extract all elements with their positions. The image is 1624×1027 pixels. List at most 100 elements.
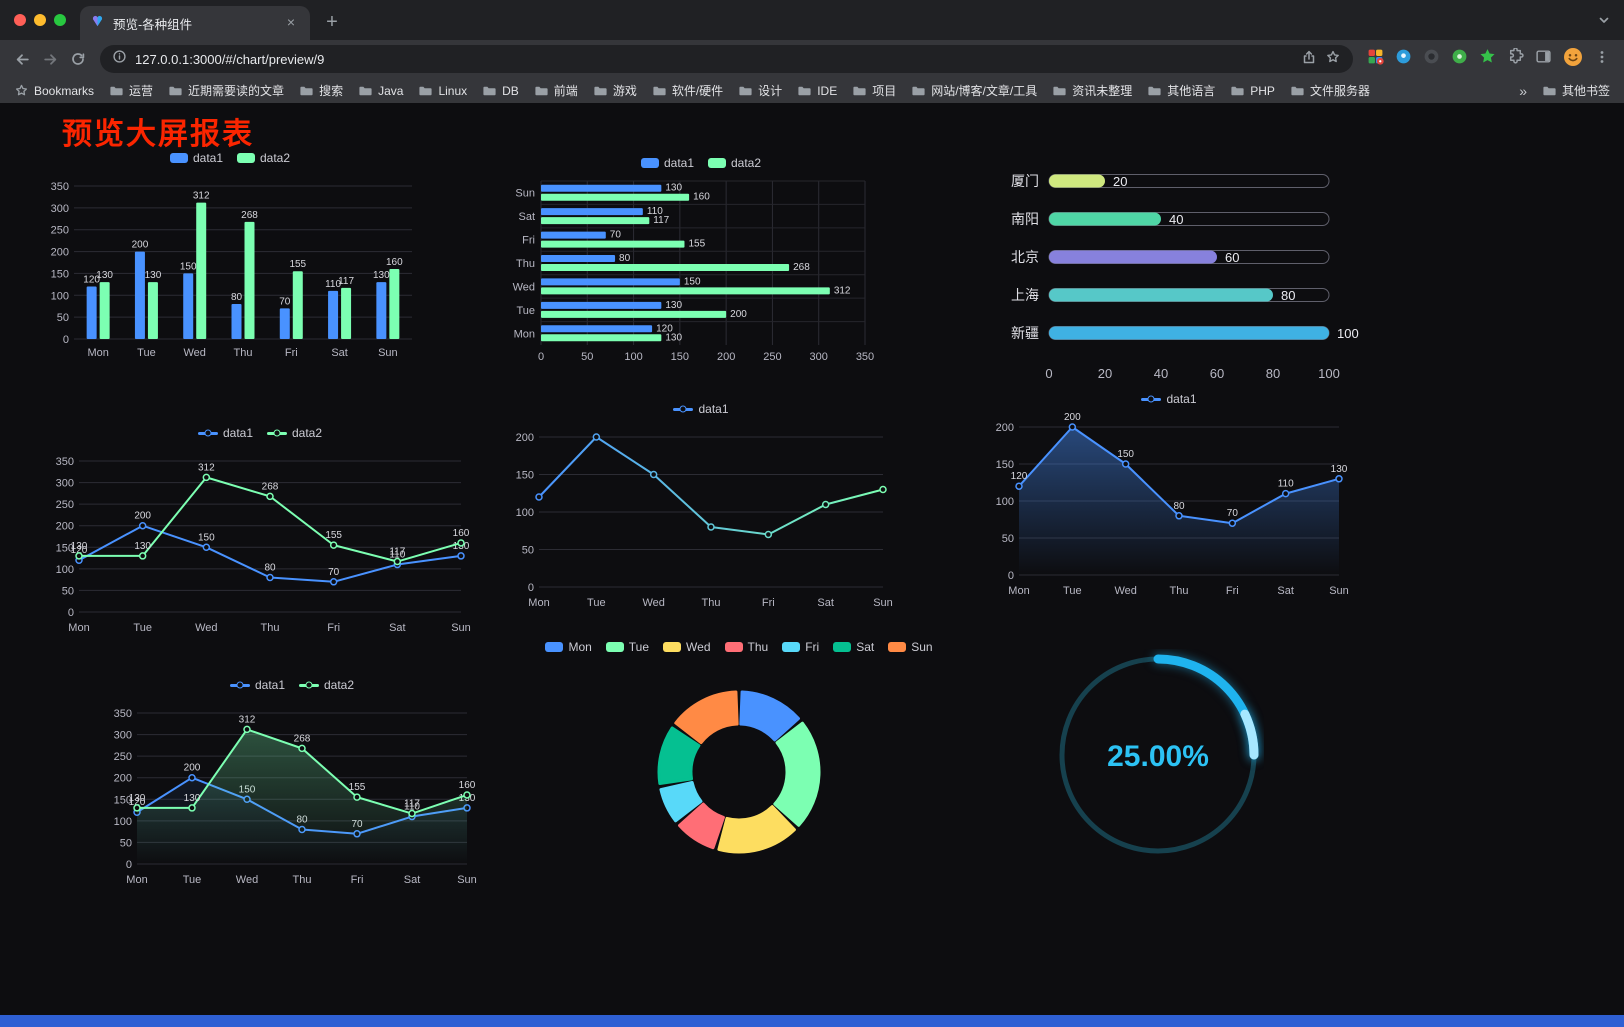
- multi-line-chart: data1 data2 0 50 100 150 200 250 300 350 Mon Tue Wed…: [45, 423, 475, 638]
- bookmark-item[interactable]: 网站/博客/文章/工具: [911, 82, 1037, 99]
- bookmark-item[interactable]: DB: [482, 83, 519, 98]
- legend-item[interactable]: data2: [267, 426, 322, 440]
- profile-avatar[interactable]: [1563, 47, 1583, 72]
- address-bar[interactable]: 127.0.0.1:3000/#/chart/preview/9: [100, 45, 1353, 73]
- legend-item[interactable]: Sun: [888, 640, 933, 654]
- reload-button[interactable]: [64, 45, 92, 73]
- svg-text:150: 150: [684, 276, 701, 287]
- legend-item[interactable]: Mon: [545, 640, 592, 654]
- bookmark-item[interactable]: 设计: [738, 82, 782, 99]
- bookmark-item[interactable]: 游戏: [593, 82, 637, 99]
- side-panel-icon[interactable]: [1535, 48, 1552, 70]
- legend-item[interactable]: data1: [229, 678, 285, 692]
- tab-search-icon[interactable]: [1596, 12, 1612, 33]
- back-button[interactable]: [8, 45, 36, 73]
- bookmark-item[interactable]: 文件服务器: [1290, 82, 1370, 99]
- green-star-extension-icon[interactable]: [1479, 48, 1496, 70]
- browser-toolbar: 127.0.0.1:3000/#/chart/preview/9: [0, 40, 1624, 78]
- extensions-puzzle-icon[interactable]: [1507, 47, 1524, 70]
- svg-text:50: 50: [522, 545, 534, 557]
- browser-tab[interactable]: 预览-各种组件 ×: [80, 6, 310, 40]
- legend-item[interactable]: data1: [640, 156, 694, 170]
- minimize-window-button[interactable]: [34, 14, 46, 26]
- svg-text:Thu: Thu: [261, 622, 280, 634]
- legend-item[interactable]: data2: [708, 156, 761, 170]
- legend-item[interactable]: data2: [237, 151, 290, 165]
- bookmark-item[interactable]: 搜索: [299, 82, 343, 99]
- svg-text:150: 150: [996, 459, 1014, 471]
- svg-text:0: 0: [528, 582, 534, 594]
- bookmark-item[interactable]: 资讯未整理: [1052, 82, 1132, 99]
- svg-text:100: 100: [624, 351, 642, 363]
- svg-text:130: 130: [665, 332, 682, 343]
- svg-text:80: 80: [264, 562, 276, 573]
- svg-text:20: 20: [1098, 366, 1112, 381]
- svg-text:Wed: Wed: [236, 874, 258, 886]
- legend-item[interactable]: data1: [197, 426, 253, 440]
- bookmark-item[interactable]: 其他语言: [1147, 82, 1215, 99]
- blue-drop-extension-icon[interactable]: [1395, 48, 1412, 70]
- tab-close-icon[interactable]: ×: [286, 14, 296, 30]
- bookmark-item[interactable]: 项目: [852, 82, 896, 99]
- svg-text:0: 0: [1045, 366, 1052, 381]
- bookmark-item[interactable]: Linux: [418, 83, 467, 98]
- svg-text:80: 80: [1266, 366, 1280, 381]
- legend-item[interactable]: Thu: [724, 640, 768, 654]
- svg-text:50: 50: [1002, 533, 1014, 545]
- svg-text:Sat: Sat: [817, 597, 834, 609]
- page-title: 预览大屏报表: [62, 118, 254, 151]
- legend-item[interactable]: data1: [1141, 392, 1197, 406]
- bookmarks-overflow-chevron[interactable]: »: [1519, 82, 1527, 99]
- other-bookmarks-folder[interactable]: 其他书签: [1542, 82, 1610, 99]
- svg-text:Fri: Fri: [327, 622, 340, 634]
- bookmark-item[interactable]: 软件/硬件: [652, 82, 723, 99]
- svg-text:350: 350: [56, 456, 74, 468]
- svg-text:北京: 北京: [1011, 249, 1039, 265]
- green-circle-extension-icon[interactable]: [1451, 48, 1468, 70]
- legend-item[interactable]: data2: [299, 678, 354, 692]
- bookmark-star-icon[interactable]: [1325, 49, 1341, 70]
- svg-text:Tue: Tue: [1063, 585, 1082, 597]
- bookmark-item[interactable]: 前端: [534, 82, 578, 99]
- bookmark-item[interactable]: 运营: [109, 82, 153, 99]
- svg-text:110: 110: [647, 206, 663, 217]
- legend-item[interactable]: Tue: [605, 640, 649, 654]
- svg-text:Fri: Fri: [1226, 585, 1239, 597]
- bookmark-item[interactable]: IDE: [797, 83, 837, 98]
- new-tab-button[interactable]: +: [326, 11, 338, 33]
- svg-text:110: 110: [325, 279, 341, 290]
- two-line-area-legend: data1 data2: [103, 675, 481, 695]
- close-window-button[interactable]: [14, 14, 26, 26]
- svg-text:350: 350: [51, 181, 69, 193]
- legend-item[interactable]: Sat: [833, 640, 874, 654]
- legend-item[interactable]: Fri: [782, 640, 819, 654]
- svg-text:110: 110: [389, 550, 405, 561]
- bookmarks-root[interactable]: Bookmarks: [14, 83, 94, 98]
- url-text[interactable]: 127.0.0.1:3000/#/chart/preview/9: [135, 51, 325, 67]
- legend-item[interactable]: data1: [169, 151, 223, 165]
- menu-kebab-icon[interactable]: [1594, 49, 1610, 70]
- svg-text:150: 150: [671, 351, 689, 363]
- forward-button[interactable]: [36, 45, 64, 73]
- svg-text:200: 200: [132, 240, 149, 251]
- colorful-extension-icon[interactable]: [1367, 48, 1384, 70]
- svg-text:312: 312: [834, 285, 851, 296]
- dark-circle-extension-icon[interactable]: [1423, 48, 1440, 70]
- site-info-icon[interactable]: [112, 49, 127, 69]
- bookmark-item[interactable]: PHP: [1230, 83, 1275, 98]
- zoom-window-button[interactable]: [54, 14, 66, 26]
- legend-item[interactable]: data1: [673, 402, 729, 416]
- svg-text:130: 130: [96, 270, 113, 281]
- grouped-hbar-legend: data1 data2: [505, 153, 897, 173]
- share-icon[interactable]: [1301, 49, 1317, 70]
- svg-text:Sun: Sun: [451, 622, 471, 634]
- bookmark-item[interactable]: Java: [358, 83, 403, 98]
- svg-text:40: 40: [1169, 212, 1183, 227]
- svg-text:70: 70: [328, 567, 340, 578]
- bookmark-item[interactable]: 近期需要读的文章: [168, 82, 284, 99]
- legend-item[interactable]: Wed: [663, 640, 711, 654]
- svg-text:117: 117: [653, 215, 669, 226]
- tab-favicon-icon: [90, 14, 105, 32]
- svg-text:Tue: Tue: [516, 305, 535, 317]
- svg-text:150: 150: [56, 542, 74, 554]
